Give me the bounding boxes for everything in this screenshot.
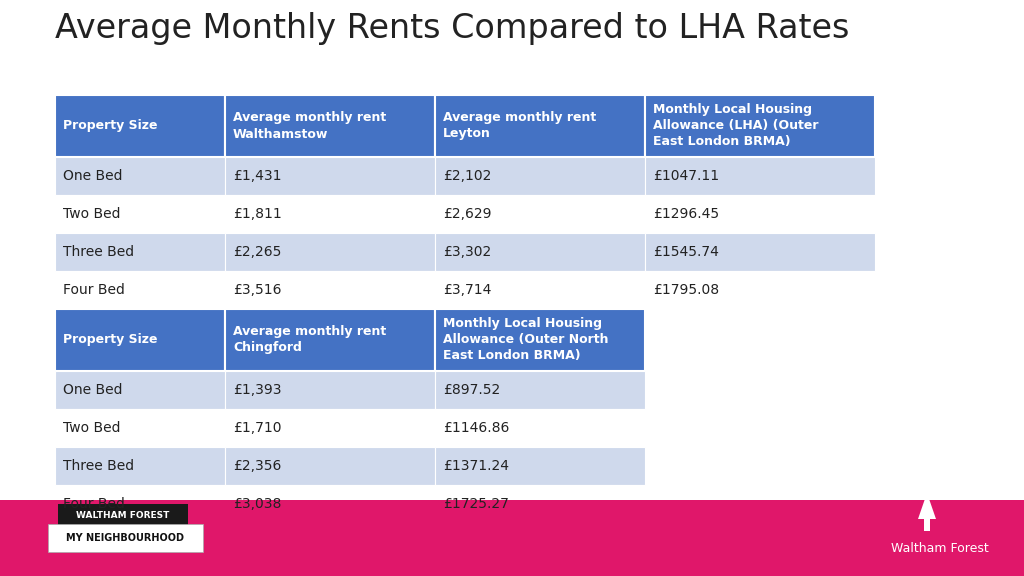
Text: Three Bed: Three Bed	[63, 459, 134, 473]
Text: £1146.86: £1146.86	[443, 421, 509, 435]
Bar	[435, 309, 645, 371]
Text: £1296.45: £1296.45	[653, 207, 719, 221]
Text: £2,629: £2,629	[443, 207, 492, 221]
Polygon shape	[918, 493, 936, 519]
Bar	[225, 195, 435, 233]
Text: One Bed: One Bed	[63, 383, 123, 397]
Text: £2,356: £2,356	[233, 459, 282, 473]
Text: Three Bed: Three Bed	[63, 245, 134, 259]
Bar	[645, 271, 874, 309]
Bar	[225, 309, 435, 371]
Bar	[225, 447, 435, 485]
Bar	[58, 504, 188, 526]
Text: £1,431: £1,431	[233, 169, 282, 183]
Bar	[225, 157, 435, 195]
Bar	[645, 195, 874, 233]
Text: £2,265: £2,265	[233, 245, 282, 259]
Bar	[435, 485, 645, 523]
Text: £1725.27: £1725.27	[443, 497, 509, 511]
Text: £2,102: £2,102	[443, 169, 492, 183]
Bar	[48, 524, 203, 552]
Bar	[55, 157, 225, 195]
Bar	[225, 371, 435, 409]
Bar	[55, 409, 225, 447]
Bar	[55, 95, 225, 157]
Bar	[924, 519, 930, 531]
Text: Property Size: Property Size	[63, 334, 158, 347]
Text: Average monthly rent
Walthamstow: Average monthly rent Walthamstow	[233, 112, 386, 141]
Bar	[55, 233, 225, 271]
Text: Average monthly rent
Leyton: Average monthly rent Leyton	[443, 112, 596, 141]
Text: Four Bed: Four Bed	[63, 283, 125, 297]
Bar	[55, 195, 225, 233]
Bar	[55, 309, 225, 371]
Text: WALTHAM FOREST: WALTHAM FOREST	[77, 510, 170, 520]
Bar	[225, 95, 435, 157]
Bar	[435, 371, 645, 409]
Bar	[55, 447, 225, 485]
Text: £3,714: £3,714	[443, 283, 492, 297]
Bar	[225, 409, 435, 447]
Text: Monthly Local Housing
Allowance (LHA) (Outer
East London BRMA): Monthly Local Housing Allowance (LHA) (O…	[653, 104, 818, 149]
Text: £897.52: £897.52	[443, 383, 501, 397]
Text: £3,516: £3,516	[233, 283, 282, 297]
Text: £1,811: £1,811	[233, 207, 282, 221]
Text: £1,393: £1,393	[233, 383, 282, 397]
Text: £1795.08: £1795.08	[653, 283, 719, 297]
Text: Two Bed: Two Bed	[63, 421, 121, 435]
Bar	[55, 271, 225, 309]
Text: £1371.24: £1371.24	[443, 459, 509, 473]
Text: £3,302: £3,302	[443, 245, 492, 259]
Bar	[645, 95, 874, 157]
Bar	[225, 233, 435, 271]
Bar	[225, 271, 435, 309]
Bar	[435, 195, 645, 233]
Bar	[435, 95, 645, 157]
Text: £1545.74: £1545.74	[653, 245, 719, 259]
Text: Average monthly rent
Chingford: Average monthly rent Chingford	[233, 325, 386, 354]
Bar	[55, 485, 225, 523]
Bar	[435, 447, 645, 485]
Bar	[0, 500, 1024, 576]
Text: Waltham Forest: Waltham Forest	[891, 541, 989, 555]
Bar	[225, 485, 435, 523]
Text: £1,710: £1,710	[233, 421, 282, 435]
Bar	[435, 233, 645, 271]
Bar	[435, 271, 645, 309]
Text: Property Size: Property Size	[63, 119, 158, 132]
Text: MY NEIGHBOURHOOD: MY NEIGHBOURHOOD	[67, 533, 184, 543]
Text: One Bed: One Bed	[63, 169, 123, 183]
Text: Average Monthly Rents Compared to LHA Rates: Average Monthly Rents Compared to LHA Ra…	[55, 12, 849, 45]
Bar	[645, 233, 874, 271]
Bar	[645, 157, 874, 195]
Text: £1047.11: £1047.11	[653, 169, 719, 183]
Bar	[435, 157, 645, 195]
Text: £3,038: £3,038	[233, 497, 282, 511]
Text: Monthly Local Housing
Allowance (Outer North
East London BRMA): Monthly Local Housing Allowance (Outer N…	[443, 317, 608, 362]
Text: Two Bed: Two Bed	[63, 207, 121, 221]
Text: Four Bed: Four Bed	[63, 497, 125, 511]
Bar	[55, 371, 225, 409]
Bar	[435, 409, 645, 447]
